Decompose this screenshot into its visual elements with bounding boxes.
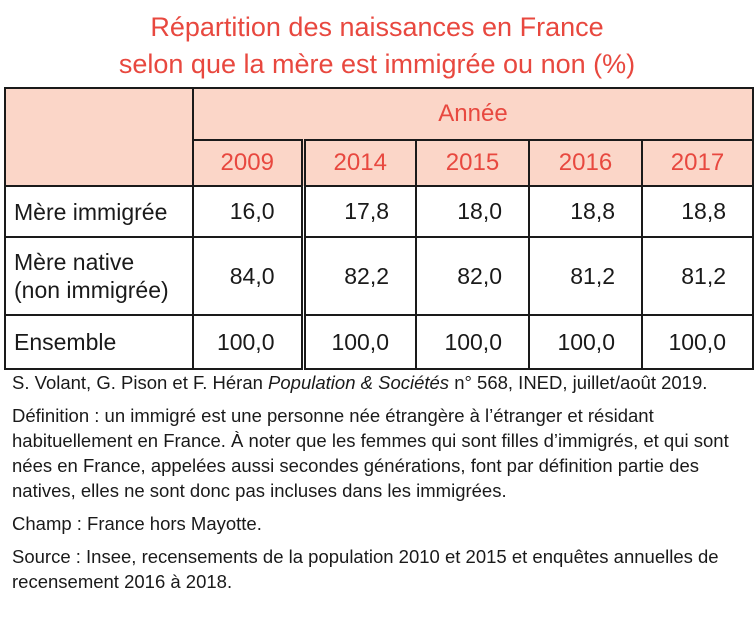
cell-value: 100,0 <box>415 314 530 370</box>
row-label-mere-immigree: Mère immigrée <box>4 185 194 238</box>
table-row: Ensemble 100,0 100,0 100,0 100,0 100,0 <box>4 314 754 370</box>
source-note: Source : Insee, recensements de la popul… <box>12 546 719 592</box>
cell-value: 18,8 <box>641 185 754 238</box>
table-row: Mère native (non immigrée) 84,0 82,2 82,… <box>4 236 754 316</box>
citation: S. Volant, G. Pison et F. Héran Populati… <box>12 370 748 395</box>
header-corner <box>4 87 194 187</box>
year-header-2016: 2016 <box>528 139 643 187</box>
year-header-2017: 2017 <box>641 139 754 187</box>
title-line-2: selon que la mère est immigrée ou non (%… <box>118 49 636 79</box>
header-row-years: 2009 2014 2015 2016 2017 <box>5 139 754 187</box>
year-header-2015: 2015 <box>415 139 530 187</box>
definition-note: Définition : un immigré est une personne… <box>12 405 729 501</box>
citation-journal: Population & Sociétés <box>268 372 450 393</box>
table-row: Mère immigrée 16,0 17,8 18,0 18,8 18,8 <box>4 185 754 238</box>
year-header-2014: 2014 <box>300 139 417 187</box>
citation-details: n° 568, INED, juillet/août 2019. <box>449 372 708 393</box>
year-header-2009: 2009 <box>192 139 304 187</box>
row-label-mere-native: Mère native (non immigrée) <box>4 236 194 316</box>
year-group-header: Année <box>192 87 754 141</box>
cell-value: 18,0 <box>415 185 530 238</box>
title-line-1: Répartition des naissances en France <box>150 12 604 42</box>
header-row-annee: Année <box>4 87 754 187</box>
cell-value: 81,2 <box>528 236 643 316</box>
table-title: Répartition des naissances en France sel… <box>0 0 754 80</box>
cell-value: 18,8 <box>528 185 643 238</box>
cell-value: 81,2 <box>641 236 754 316</box>
cell-value: 100,0 <box>300 314 417 370</box>
cell-value: 16,0 <box>192 185 304 238</box>
cell-value: 17,8 <box>300 185 417 238</box>
scope-note: Champ : France hors Mayotte. <box>12 513 262 534</box>
row-label-line-2: (non immigrée) <box>14 277 169 303</box>
births-table: Année 2009 2014 2015 2016 2017 Mère immi… <box>4 87 754 370</box>
cell-value: 84,0 <box>192 236 304 316</box>
cell-value: 82,0 <box>415 236 530 316</box>
cell-value: 100,0 <box>528 314 643 370</box>
citation-authors: S. Volant, G. Pison et F. Héran <box>12 372 269 393</box>
cell-value: 100,0 <box>192 314 304 370</box>
row-label-line-1: Mère native <box>14 249 135 275</box>
row-label-ensemble: Ensemble <box>4 314 194 370</box>
cell-value: 82,2 <box>300 236 417 316</box>
table-notes: S. Volant, G. Pison et F. Héran Populati… <box>12 370 748 602</box>
cell-value: 100,0 <box>641 314 754 370</box>
